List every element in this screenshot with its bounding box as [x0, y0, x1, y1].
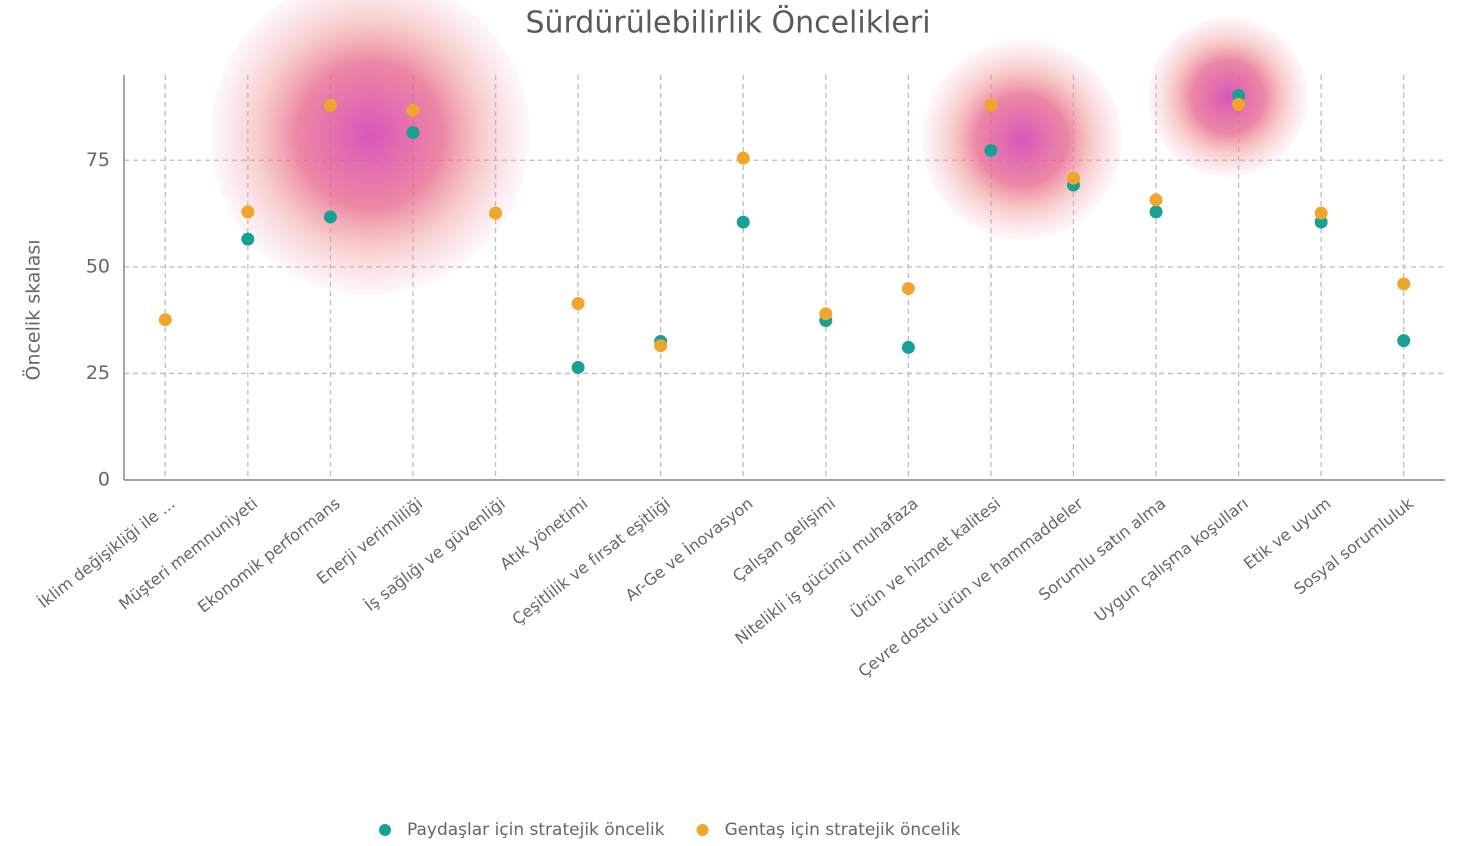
x-tick-label: Müşteri memnuniyeti — [115, 494, 261, 614]
dot — [819, 307, 832, 320]
dot — [572, 361, 585, 374]
dot — [1315, 207, 1328, 220]
dot — [984, 144, 997, 157]
dot — [1397, 334, 1410, 347]
chart: Sürdürülebilirlik Öncelikleri Öncelik sk… — [0, 0, 1463, 846]
y-tick-label: 0 — [98, 469, 110, 491]
dot — [489, 207, 502, 220]
dot — [406, 104, 419, 117]
x-tick-label: Ürün ve hizmet kalitesi — [847, 494, 1004, 623]
x-tick-label: Ekonomik performans — [194, 494, 344, 617]
dot — [1232, 98, 1245, 111]
x-tick-label: İklim değişikliği ile ... — [35, 494, 179, 612]
dot — [737, 216, 750, 229]
legend-marker — [379, 824, 391, 836]
dot — [1067, 172, 1080, 185]
x-tick-label: Uygun çalışma koşulları — [1091, 494, 1252, 626]
legend-label: Gentaş için stratejik öncelik — [725, 820, 961, 840]
dot — [1150, 193, 1163, 206]
dot — [406, 126, 419, 139]
dot — [324, 99, 337, 112]
dot — [902, 282, 915, 295]
dot — [241, 233, 254, 246]
highlight-glow — [210, 0, 530, 295]
dot — [159, 313, 172, 326]
chart-title: Sürdürülebilirlik Öncelikleri — [525, 5, 930, 41]
dot — [654, 339, 667, 352]
y-axis-label: Öncelik skalası — [22, 239, 45, 380]
y-tick-label: 25 — [86, 362, 110, 384]
dot — [1397, 277, 1410, 290]
dot — [984, 99, 997, 112]
y-tick-label: 75 — [86, 149, 110, 171]
x-tick-label: Çeşitlilik ve fırsat eşitliği — [508, 494, 673, 629]
legend-marker — [697, 824, 709, 836]
dot — [324, 210, 337, 223]
dot — [241, 205, 254, 218]
dot — [737, 152, 750, 165]
x-tick-label: İş sağlığı ve güvenliği — [361, 494, 509, 615]
dot — [1150, 205, 1163, 218]
dot — [572, 297, 585, 310]
y-tick-label: 50 — [86, 255, 110, 277]
highlights — [210, 0, 1308, 295]
highlight-glow — [922, 40, 1122, 240]
dot — [902, 341, 915, 354]
legend-label: Paydaşlar için stratejik öncelik — [407, 820, 665, 840]
highlight-glow — [1148, 17, 1308, 177]
